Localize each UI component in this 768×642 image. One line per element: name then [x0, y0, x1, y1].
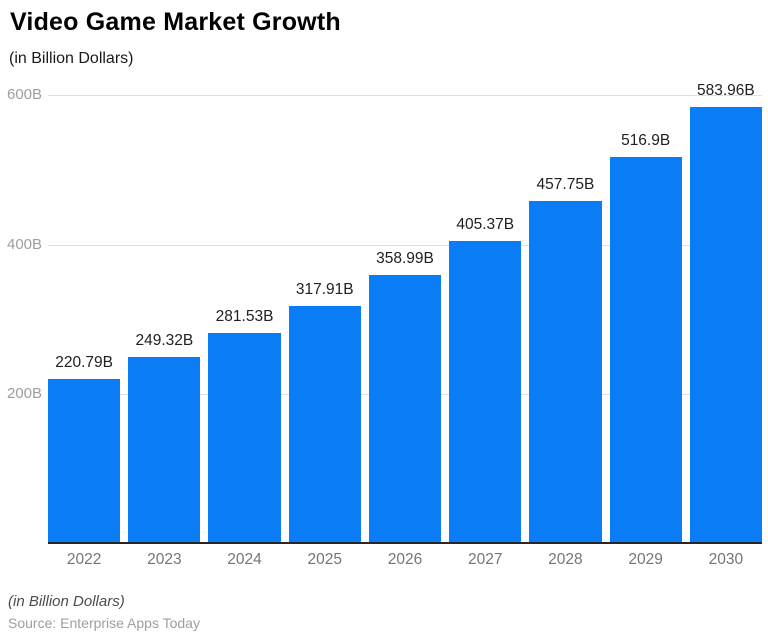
y-tick-label: 200B [7, 385, 43, 403]
bar-value-label: 583.96B [696, 82, 755, 99]
x-tick-label-2026: 2026 [387, 551, 423, 568]
bar-2022: 220.79B [48, 354, 121, 544]
bar-value-label: 516.9B [621, 132, 671, 149]
bars-layer: 220.79B 249.32B 281.53B 317.91B 358.99B 405.3… [48, 80, 762, 544]
bar-2030: 583.96B [689, 82, 762, 544]
gridline-400B [48, 244, 762, 246]
x-tick-label-2030: 2030 [708, 551, 744, 568]
x-axis-labels: 2022 2023 2024 2025 2026 2027 2028 2029 2030 [48, 551, 762, 569]
bar-2029: 516.9B [609, 132, 682, 544]
footer-unit-note: (in Billion Dollars) [8, 593, 125, 610]
x-axis-line [48, 542, 762, 544]
footer-source: Source: Enterprise Apps Today [8, 615, 200, 631]
bar-value-label: 457.75B [536, 176, 595, 193]
bar-2028: 457.75B [529, 176, 602, 544]
gridline-600B [48, 94, 762, 96]
x-tick-label-2023: 2023 [147, 551, 182, 568]
chart-title: Video Game Market Growth [10, 8, 341, 36]
x-tick-label-2028: 2028 [548, 551, 583, 568]
bar-2027: 405.37B [449, 216, 522, 544]
x-tick-label-2024: 2024 [227, 551, 262, 568]
bar-value-label: 317.91B [295, 281, 354, 298]
bar-chart: 200B 400B 600B 220.79B 249.32B 281.53B 317.91… [0, 80, 768, 544]
bar-2025: 317.91B [288, 281, 361, 544]
bar-value-label: 249.32B [135, 332, 194, 349]
y-tick-label: 400B [7, 235, 43, 253]
bar-value-label: 358.99B [376, 250, 434, 267]
x-tick-label-2029: 2029 [628, 551, 663, 568]
y-tick-label: 600B [7, 85, 43, 103]
bar-2026: 358.99B [368, 250, 442, 544]
bar-value-label: 281.53B [215, 308, 274, 325]
bar-value-label: 405.37B [456, 216, 515, 233]
bar-2024: 281.53B [208, 308, 281, 544]
bar-2023: 249.32B [128, 332, 201, 544]
x-tick-label-2022: 2022 [66, 551, 102, 568]
x-tick-label-2027: 2027 [467, 551, 503, 568]
bar-value-label: 220.79B [55, 354, 113, 371]
x-tick-label-2025: 2025 [307, 551, 342, 568]
chart-subtitle: (in Billion Dollars) [9, 50, 134, 67]
